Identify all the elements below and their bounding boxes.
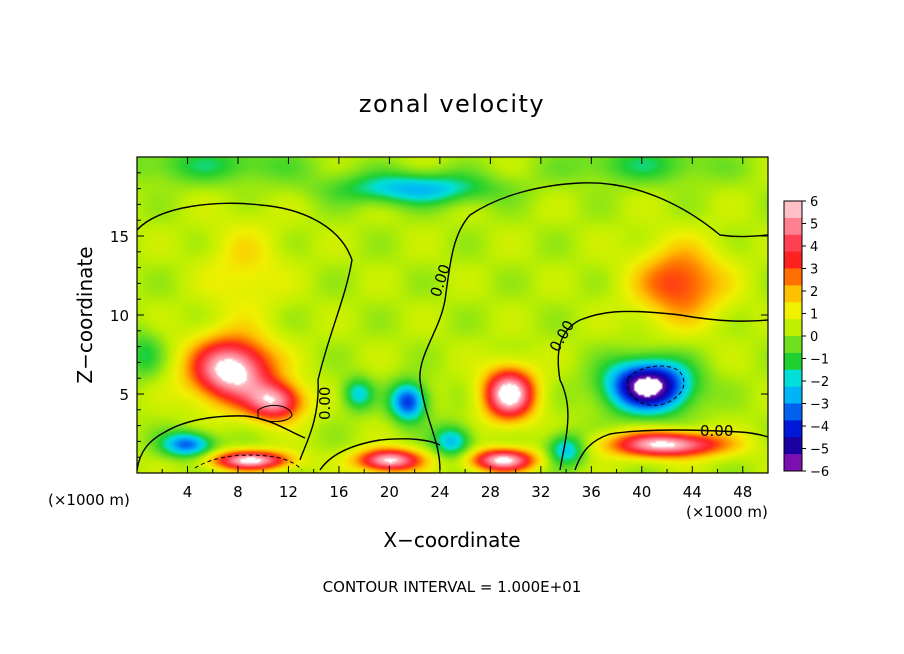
contour-label-4: 0.00 xyxy=(316,387,334,420)
y-tick-label: 10 xyxy=(110,307,129,325)
x-axis-ticks: 4 8 12 16 20 24 28 32 36 40 44 48 xyxy=(161,157,752,501)
colorbar-tick-label: 3 xyxy=(810,263,818,278)
colorbar-tick-label: −3 xyxy=(810,398,829,413)
contour-dashed-right xyxy=(627,365,685,406)
colorbar-tick-label: −5 xyxy=(810,443,829,458)
colorbar-swatch xyxy=(784,336,802,354)
x-unit-note-right: (×1000 m) xyxy=(686,503,768,521)
colorbar-tick-label: −6 xyxy=(810,465,829,480)
y-tick-label: 5 xyxy=(119,386,129,404)
x-unit-note-left: (×1000 m) xyxy=(48,491,130,509)
colorbar-swatch xyxy=(784,251,802,269)
contour-inner-left xyxy=(257,404,293,423)
y-axis-label: Z−coordinate xyxy=(73,246,97,383)
contour-line-mid xyxy=(419,182,769,471)
colorbar-swatch xyxy=(784,403,802,421)
contour-interval-text: CONTOUR INTERVAL = 1.000E+01 xyxy=(323,578,582,596)
colorbar-tick-label: −2 xyxy=(810,375,829,390)
colorbar-swatch xyxy=(784,369,802,388)
contour-line-lower-right xyxy=(574,429,769,471)
contour-line-lower-left xyxy=(136,415,306,471)
colorbar: 6 5 4 3 2 1 0 −1 −2 −3 −4 −5 −6 xyxy=(783,195,829,480)
x-tick-label: 44 xyxy=(683,483,702,501)
x-tick-label: 20 xyxy=(380,483,399,501)
x-tick-label: 36 xyxy=(582,483,601,501)
x-axis-label: X−coordinate xyxy=(383,528,520,552)
colorbar-swatch xyxy=(784,285,802,303)
zero-contours xyxy=(136,182,769,471)
y-tick-label: 15 xyxy=(110,228,129,246)
colorbar-swatch xyxy=(784,352,802,371)
colorbar-swatch xyxy=(784,319,802,337)
x-tick-label: 48 xyxy=(733,483,752,501)
colorbar-tick-label: 4 xyxy=(810,240,818,255)
colorbar-tick-label: 2 xyxy=(810,285,818,300)
colorbar-tick-label: 6 xyxy=(810,195,818,210)
heatmap-field xyxy=(137,157,768,473)
colorbar-tick-label: −1 xyxy=(810,353,829,368)
colorbar-tick-label: 1 xyxy=(810,308,818,323)
colorbar-swatch xyxy=(784,268,802,286)
x-tick-label: 12 xyxy=(279,483,298,501)
contour-line-bottom-mid xyxy=(319,438,441,471)
contour-line-right xyxy=(557,310,769,471)
x-tick-label: 32 xyxy=(531,483,550,501)
colorbar-swatch xyxy=(784,201,802,219)
colorbar-swatch xyxy=(784,420,802,438)
contour-dashed-left xyxy=(194,454,303,471)
x-tick-label: 16 xyxy=(329,483,348,501)
colorbar-swatch xyxy=(784,454,802,472)
colorbar-swatch xyxy=(784,217,802,236)
colorbar-tick-label: 0 xyxy=(810,330,818,345)
x-tick-label: 28 xyxy=(481,483,500,501)
x-tick-label: 24 xyxy=(430,483,449,501)
chart-title: zonal velocity xyxy=(359,90,545,118)
colorbar-swatch xyxy=(784,386,802,404)
colorbar-swatch xyxy=(784,302,802,320)
plot-area: 0.00 0.00 0.00 0.00 4 8 12 16 20 24 28 32 36 40 44… xyxy=(110,156,769,501)
colorbar-swatch xyxy=(784,234,802,253)
colorbar-tick-label: −4 xyxy=(810,420,829,435)
colorbar-swatch xyxy=(784,437,802,455)
y-axis-ticks: 5 10 15 xyxy=(110,172,768,458)
contour-line-left xyxy=(136,202,353,461)
x-tick-label: 8 xyxy=(233,483,243,501)
contour-label-3: 0.00 xyxy=(700,422,733,440)
x-tick-label: 4 xyxy=(183,483,193,501)
colorbar-tick-label: 5 xyxy=(810,218,818,233)
x-tick-label: 40 xyxy=(632,483,651,501)
